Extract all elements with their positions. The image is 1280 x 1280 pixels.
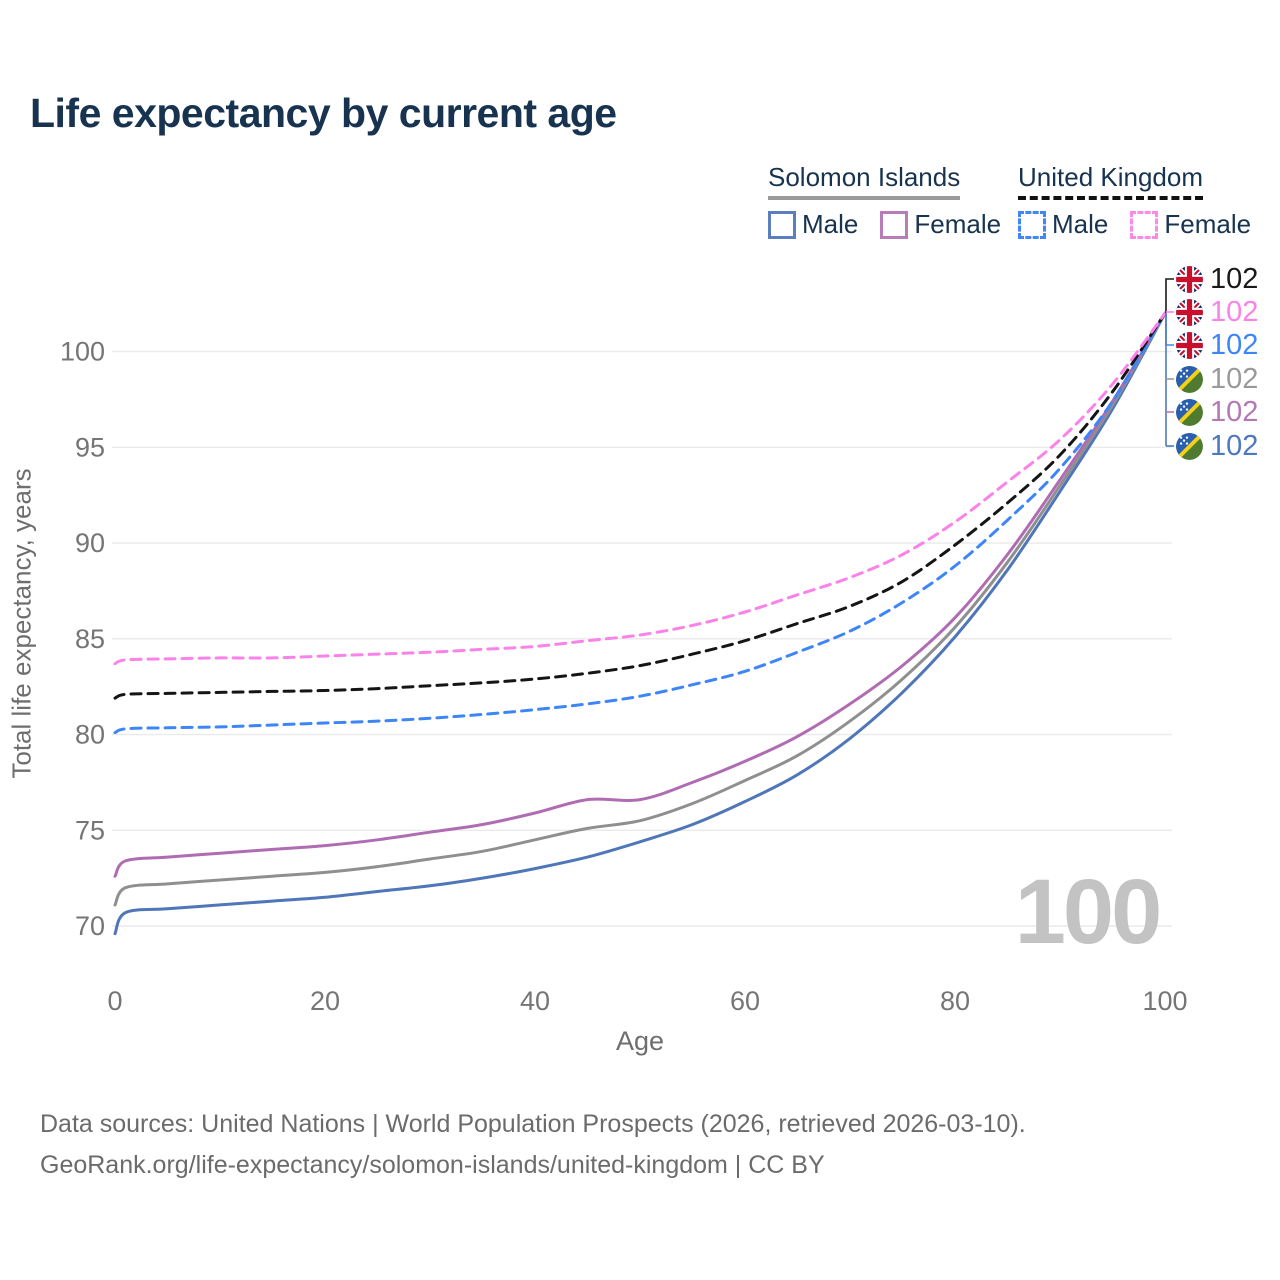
y-tick-label: 90	[75, 528, 105, 558]
connector-uk-male	[1165, 314, 1174, 346]
y-tick-label: 100	[60, 337, 105, 367]
attribution-text: GeoRank.org/life-expectancy/solomon-isla…	[40, 1151, 825, 1179]
series-line-solomon-islands-male	[113, 311, 1167, 936]
end-label-si-male: 102	[1176, 430, 1258, 462]
y-tick-label: 70	[75, 911, 105, 941]
end-label-connectors	[1165, 278, 1174, 447]
end-value: 102	[1210, 362, 1259, 395]
end-label-si-female: 102	[1176, 396, 1258, 428]
solomon-islands-flag-icon	[1176, 433, 1203, 460]
legend-item-label: Female	[1164, 209, 1252, 239]
solid-square-swatch-icon	[880, 210, 909, 239]
solomon-islands-flag-icon	[1176, 366, 1203, 393]
dashed-square-swatch-icon	[1018, 210, 1046, 239]
uk-flag-icon	[1176, 266, 1203, 293]
legend-row: Male Female	[1018, 209, 1251, 240]
legend-header-solomon-islands: Solomon Islands	[768, 162, 961, 200]
uk-flag-icon	[1176, 299, 1203, 326]
x-tick-label: 0	[107, 986, 122, 1016]
end-value: 102	[1210, 328, 1259, 361]
uk-flag-icon	[1176, 332, 1203, 359]
y-tick-label: 85	[75, 624, 105, 654]
x-tick-label: 80	[940, 986, 970, 1016]
data-sources-text: Data sources: United Nations | World Pop…	[40, 1110, 1026, 1138]
y-tick-label: 75	[75, 815, 105, 845]
connector-uk-total	[1165, 278, 1174, 313]
end-value: 102	[1210, 395, 1259, 428]
legend-group-united-kingdom: United Kingdom Male Female	[1018, 162, 1251, 240]
series-line-united-kingdom-total	[113, 311, 1167, 700]
end-label-si-total: 102	[1176, 363, 1258, 395]
end-label-uk-male: 102	[1176, 329, 1258, 361]
legend-header-united-kingdom: United Kingdom	[1018, 162, 1203, 200]
legend-item-uk-female[interactable]: Female	[1130, 209, 1251, 240]
page-title: Life expectancy by current age	[30, 90, 617, 136]
x-axis-title: Age	[615, 1026, 665, 1056]
gridlines	[112, 350, 1172, 927]
end-value: 102	[1210, 262, 1259, 295]
y-tick-label: 95	[75, 432, 105, 462]
series-lines	[113, 311, 1167, 936]
series-line-solomon-islands-female	[113, 311, 1167, 878]
series-line-united-kingdom-female	[113, 311, 1167, 666]
solomon-islands-flag-icon	[1176, 399, 1203, 426]
legend-item-label: Female	[914, 209, 1002, 239]
axis-tick-labels: 70 75 80 85 90 95 100 0 20 40 60 80 100	[60, 337, 1188, 1016]
legend-item-label: Male	[1052, 209, 1109, 239]
x-tick-label: 100	[1142, 986, 1187, 1016]
y-tick-label: 80	[75, 720, 105, 750]
x-tick-label: 20	[310, 986, 340, 1016]
end-label-uk-total: 102	[1176, 263, 1258, 295]
age-watermark: 100	[1014, 861, 1163, 963]
x-tick-label: 60	[730, 986, 760, 1016]
end-value: 102	[1210, 429, 1259, 462]
legend-item-solomon-female[interactable]: Female	[880, 209, 1001, 240]
legend-group-solomon-islands: Solomon Islands Male Female	[768, 162, 1001, 240]
series-line-united-kingdom-male	[113, 311, 1167, 735]
legend-item-label: Male	[802, 209, 859, 239]
legend-item-solomon-male[interactable]: Male	[768, 209, 858, 240]
solid-square-swatch-icon	[768, 210, 796, 239]
x-tick-label: 40	[520, 986, 550, 1016]
end-value: 102	[1210, 295, 1259, 328]
end-label-uk-female: 102	[1176, 296, 1258, 328]
legend-row: Male Female	[768, 209, 1001, 240]
dashed-square-swatch-icon	[1130, 210, 1159, 239]
legend-item-uk-male[interactable]: Male	[1018, 209, 1108, 240]
series-line-solomon-islands-total	[113, 311, 1167, 907]
